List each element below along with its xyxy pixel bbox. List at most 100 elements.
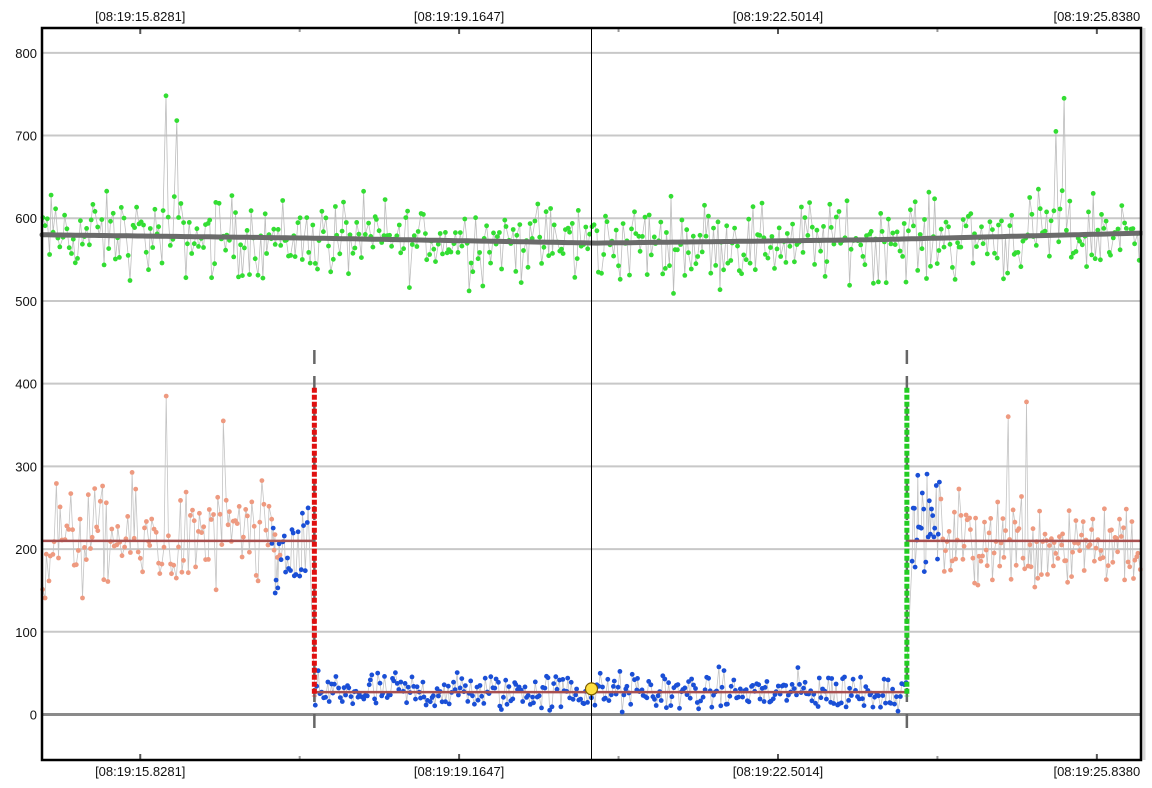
data-point-upper — [858, 242, 864, 248]
data-point-upper — [919, 246, 925, 252]
data-point-upper — [295, 220, 301, 226]
data-point-upper — [292, 254, 298, 259]
data-point-baseline-right — [1005, 414, 1011, 420]
data-point-baseline-right — [990, 577, 995, 583]
data-point-upper — [247, 272, 252, 277]
data-point-upper — [480, 283, 486, 289]
data-point-baseline-left — [188, 513, 193, 518]
data-point-upper — [768, 245, 773, 250]
data-point-baseline-left — [206, 557, 211, 562]
data-point-upper — [278, 243, 284, 248]
data-point-transition-left — [300, 510, 305, 516]
data-point-baseline-left — [236, 504, 242, 509]
data-point-event — [775, 683, 781, 689]
data-point-upper — [765, 255, 771, 261]
x-tick-label-top: [08:19:19.1647] — [414, 9, 504, 24]
data-point-upper — [409, 242, 415, 247]
data-point-upper — [543, 209, 549, 215]
data-point-upper — [772, 266, 777, 271]
data-point-upper — [934, 261, 940, 266]
data-point-baseline-left — [147, 543, 153, 548]
data-point-baseline-left — [122, 544, 127, 550]
data-point-baseline-left — [100, 483, 105, 489]
data-point-baseline-left — [144, 519, 149, 524]
data-point-upper — [960, 217, 966, 223]
data-point-event — [664, 705, 669, 711]
data-point-event — [731, 677, 737, 683]
data-point-upper — [499, 266, 504, 272]
data-point-event — [850, 676, 856, 682]
data-point-event — [446, 701, 452, 707]
data-point-baseline-left — [259, 478, 265, 483]
data-point-upper — [163, 93, 169, 99]
data-point-upper — [922, 217, 927, 222]
data-point-upper — [1092, 256, 1098, 262]
data-point-baseline-right — [1117, 516, 1122, 522]
data-point-baseline-right — [1024, 399, 1029, 405]
data-point-event — [846, 698, 851, 703]
data-point-event — [468, 678, 474, 684]
data-point-event — [693, 686, 698, 691]
data-point-upper — [583, 224, 589, 230]
data-point-baseline-left — [185, 570, 191, 576]
data-point-baseline-left — [211, 512, 216, 517]
data-point-upper — [658, 219, 664, 225]
data-point-baseline-right — [1110, 559, 1116, 565]
tick-labels: 800 700 600 500 400 300 200 100 0 [08:19:15.8281]… — [15, 9, 1140, 779]
data-point-baseline-right — [946, 529, 952, 534]
data-point-event — [876, 693, 881, 699]
data-point-upper — [879, 229, 885, 234]
data-point-upper — [527, 221, 533, 227]
data-point-baseline-right — [1053, 551, 1059, 556]
data-point-upper — [1086, 209, 1091, 215]
data-point-event — [756, 682, 762, 688]
cursor-point[interactable] — [584, 682, 599, 696]
data-point-upper — [1007, 223, 1013, 229]
data-point-upper — [862, 262, 868, 268]
data-point-event — [802, 679, 808, 685]
data-point-event — [740, 694, 745, 700]
data-point-upper — [947, 241, 953, 247]
data-point-event — [621, 692, 627, 698]
data-point-upper — [1084, 264, 1089, 269]
cursor-layer[interactable] — [584, 28, 599, 760]
data-point-event — [698, 698, 703, 704]
data-point-upper — [807, 200, 812, 206]
data-point-upper — [620, 221, 626, 227]
data-point-upper — [319, 208, 325, 214]
data-point-baseline-left — [161, 544, 167, 550]
data-point-upper — [513, 269, 519, 274]
data-point-baseline-right — [1022, 566, 1028, 572]
data-point-event — [434, 686, 440, 692]
data-point-event — [606, 698, 612, 703]
event-markers[interactable] — [311, 350, 910, 738]
data-point-upper — [407, 285, 412, 290]
data-point-event — [635, 676, 640, 681]
data-point-baseline-left — [50, 552, 56, 557]
data-point-upper — [275, 227, 281, 232]
data-point-event — [333, 674, 339, 679]
y-tick-label: 300 — [15, 459, 37, 474]
data-point-upper — [888, 241, 894, 247]
data-point-event — [409, 674, 415, 680]
data-point-upper — [1048, 218, 1054, 224]
data-point-upper — [525, 264, 531, 270]
data-point-event — [870, 704, 876, 710]
data-point-event — [503, 677, 509, 683]
data-point-upper — [690, 233, 696, 239]
data-point-upper — [178, 201, 184, 206]
data-point-event — [336, 685, 341, 691]
data-point-baseline-left — [92, 486, 98, 491]
data-point-upper — [824, 259, 830, 264]
data-point-upper — [108, 218, 113, 224]
data-point-upper — [440, 251, 445, 257]
data-point-upper — [822, 274, 828, 279]
data-point-event — [545, 675, 551, 681]
data-point-upper — [84, 226, 89, 231]
data-point-upper — [69, 251, 74, 256]
data-point-event — [684, 692, 690, 698]
data-point-event — [898, 694, 903, 699]
data-point-event — [872, 694, 877, 700]
data-point-transition-right — [915, 472, 921, 478]
